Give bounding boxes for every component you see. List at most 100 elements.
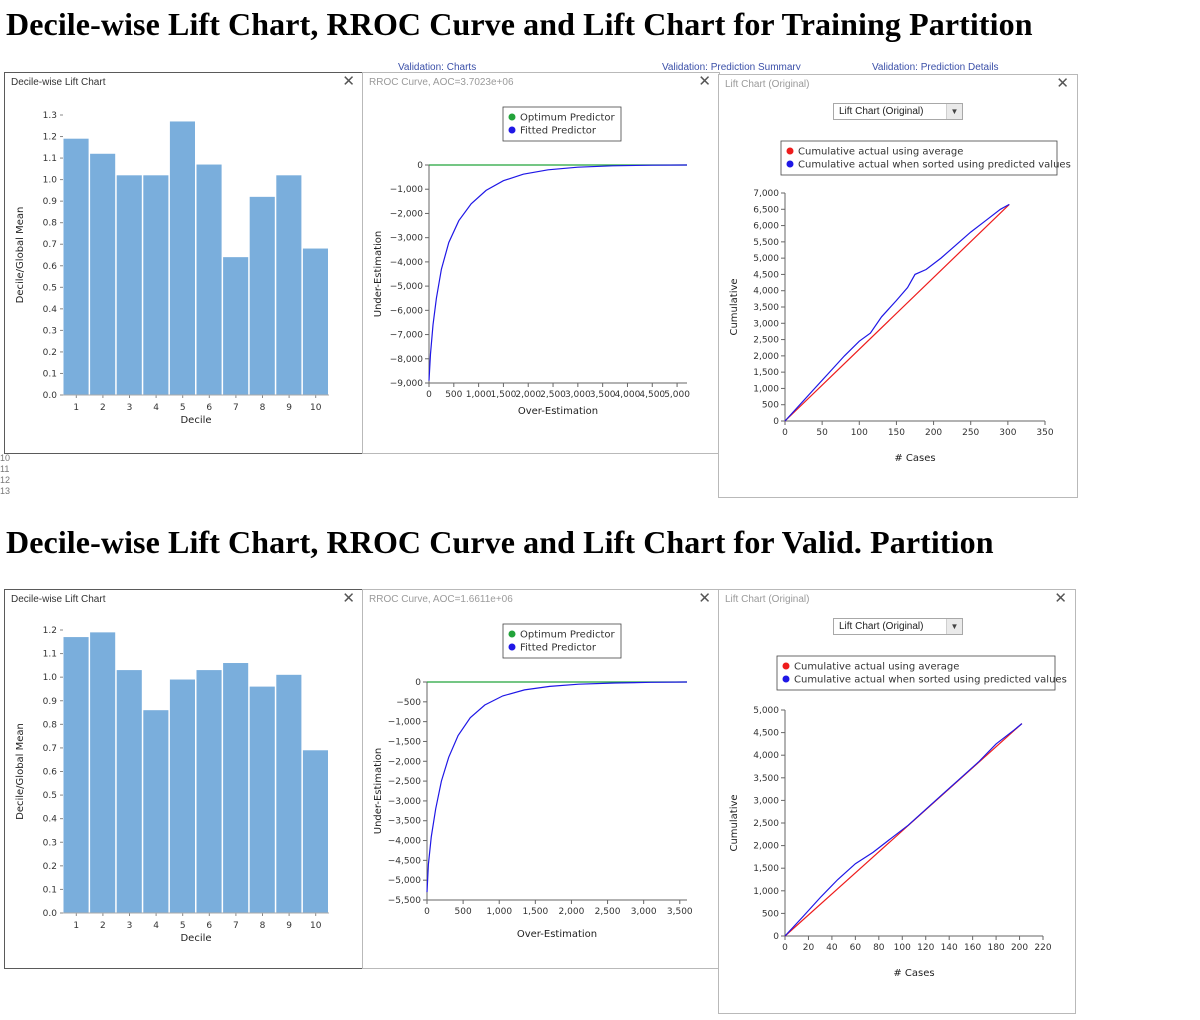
y-tick-label: 0.5 bbox=[43, 283, 57, 293]
chevron-down-icon[interactable]: ▼ bbox=[946, 104, 962, 119]
series-line bbox=[428, 164, 688, 381]
x-tick-label: 2,500 bbox=[595, 907, 621, 917]
y-tick-label: 3,000 bbox=[753, 319, 779, 329]
x-tick-label: 80 bbox=[873, 943, 885, 953]
training-lift-window: Lift Chart (Original) ✕ Lift Chart (Orig… bbox=[718, 74, 1078, 498]
y-tick-label: 1,000 bbox=[753, 384, 779, 394]
window-title: Lift Chart (Original) bbox=[725, 79, 810, 90]
lift-chart: 05001,0001,5002,0002,5003,0003,5004,0004… bbox=[729, 655, 1067, 979]
close-icon[interactable]: ✕ bbox=[1056, 75, 1069, 92]
x-tick-label: 0 bbox=[782, 428, 788, 438]
row-number: 13 bbox=[0, 486, 11, 496]
y-tick-label: 0.2 bbox=[43, 348, 57, 358]
x-tick-label: 4,500 bbox=[639, 390, 665, 400]
y-tick-label: 2,000 bbox=[753, 842, 779, 852]
x-tick-label: 220 bbox=[1034, 943, 1051, 953]
x-tick-label: 100 bbox=[894, 943, 911, 953]
y-tick-label: 5,000 bbox=[753, 706, 779, 716]
close-icon[interactable]: ✕ bbox=[342, 73, 355, 90]
bar bbox=[116, 175, 142, 395]
row-number: 10 bbox=[0, 453, 11, 463]
y-tick-label: −3,500 bbox=[388, 817, 422, 827]
x-tick-label: 250 bbox=[962, 428, 979, 438]
x-tick-label: 20 bbox=[803, 943, 815, 953]
x-tick-label: 3,500 bbox=[667, 907, 693, 917]
series-line bbox=[784, 723, 1023, 937]
y-tick-label: 3,000 bbox=[753, 796, 779, 806]
bar bbox=[302, 248, 328, 395]
x-axis-label: # Cases bbox=[893, 968, 934, 979]
y-tick-label: 0.9 bbox=[43, 697, 58, 707]
y-tick-label: −5,500 bbox=[388, 896, 422, 906]
x-tick-label: 1,000 bbox=[466, 390, 492, 400]
bar bbox=[143, 175, 169, 395]
x-axis-label: Over-Estimation bbox=[518, 406, 598, 417]
validation-heading: Decile-wise Lift Chart, RROC Curve and L… bbox=[6, 524, 994, 560]
background-tab-charts[interactable]: Validation: Charts bbox=[398, 62, 477, 70]
lift-chart-type-dropdown[interactable]: Lift Chart (Original) ▼ bbox=[833, 618, 963, 635]
bar bbox=[196, 670, 222, 913]
y-tick-label: 4,500 bbox=[753, 270, 779, 280]
y-tick-label: −4,500 bbox=[388, 856, 422, 866]
x-axis-label: Decile bbox=[180, 933, 211, 944]
legend-marker bbox=[508, 643, 516, 651]
y-tick-label: 0.0 bbox=[43, 391, 58, 401]
y-tick-label: 0.1 bbox=[43, 885, 57, 895]
y-tick-label: 0.8 bbox=[43, 720, 58, 730]
x-tick-label: 2 bbox=[100, 403, 106, 413]
y-tick-label: 0 bbox=[773, 417, 779, 427]
x-tick-label: 5,000 bbox=[664, 390, 690, 400]
close-icon[interactable]: ✕ bbox=[698, 73, 711, 90]
x-tick-label: 4 bbox=[153, 403, 159, 413]
rroc-chart: 0 −1,000 −2,000 −3,000 −4,000 −5,000 −6,000 −7,… bbox=[373, 106, 690, 417]
background-tab-prediction-details[interactable]: Validation: Prediction Details bbox=[872, 62, 999, 70]
y-tick-label: 1.1 bbox=[43, 650, 57, 660]
chevron-down-icon[interactable]: ▼ bbox=[946, 619, 962, 634]
legend-label: Cumulative actual when sorted using pred… bbox=[798, 160, 1071, 171]
x-tick-label: 10 bbox=[310, 921, 322, 931]
legend-marker bbox=[508, 630, 516, 638]
legend-label: Cumulative actual when sorted using pred… bbox=[794, 675, 1067, 686]
y-tick-label: 4,000 bbox=[753, 751, 779, 761]
lift-chart-type-dropdown[interactable]: Lift Chart (Original) ▼ bbox=[833, 103, 963, 120]
y-tick-label: 6,000 bbox=[753, 222, 779, 232]
legend-marker bbox=[782, 662, 790, 670]
bar bbox=[249, 686, 275, 913]
bar bbox=[169, 121, 195, 395]
y-tick-label: −500 bbox=[396, 698, 421, 708]
y-tick-label: 0.3 bbox=[43, 838, 57, 848]
x-tick-label: 6 bbox=[206, 921, 212, 931]
x-tick-label: 3 bbox=[127, 403, 133, 413]
legend-box bbox=[780, 140, 1058, 176]
x-tick-label: 9 bbox=[286, 921, 292, 931]
validation-lift-window: Lift Chart (Original) ✕ Lift Chart (Orig… bbox=[718, 589, 1076, 1014]
bar bbox=[302, 750, 328, 913]
y-tick-label: 2,000 bbox=[753, 352, 779, 362]
training-rroc-window: RROC Curve, AOC=3.7023e+06 ✕ 0 −1,000 −2,0… bbox=[362, 72, 720, 454]
y-tick-label: 3,500 bbox=[753, 774, 779, 784]
close-icon[interactable]: ✕ bbox=[342, 590, 355, 607]
x-tick-label: 1 bbox=[73, 921, 79, 931]
y-tick-label: −8,000 bbox=[390, 355, 424, 365]
y-tick-label: 3,500 bbox=[753, 303, 779, 313]
close-icon[interactable]: ✕ bbox=[1054, 590, 1067, 607]
y-tick-label: 0.1 bbox=[43, 369, 57, 379]
x-tick-label: 1,000 bbox=[486, 907, 512, 917]
lift-chart: 05001,0001,5002,0002,5003,0003,5004,0004… bbox=[729, 140, 1071, 464]
y-tick-label: 0.6 bbox=[43, 262, 58, 272]
y-tick-label: −3,000 bbox=[390, 234, 424, 244]
x-tick-label: 2,000 bbox=[559, 907, 585, 917]
x-tick-label: 5 bbox=[180, 403, 186, 413]
background-tab-prediction-summary[interactable]: Validation: Prediction Summary bbox=[662, 62, 801, 70]
x-tick-label: 160 bbox=[964, 943, 981, 953]
y-tick-label: −2,500 bbox=[388, 777, 422, 787]
y-tick-label: 0.7 bbox=[43, 240, 57, 250]
y-tick-label: 0.9 bbox=[43, 197, 58, 207]
dropdown-value: Lift Chart (Original) bbox=[839, 621, 924, 632]
y-tick-label: 0.2 bbox=[43, 862, 57, 872]
window-title: Decile-wise Lift Chart bbox=[11, 77, 106, 88]
x-tick-label: 150 bbox=[888, 428, 905, 438]
y-axis-label: Decile/Global Mean bbox=[15, 207, 26, 304]
close-icon[interactable]: ✕ bbox=[698, 590, 711, 607]
legend-marker bbox=[786, 160, 794, 168]
